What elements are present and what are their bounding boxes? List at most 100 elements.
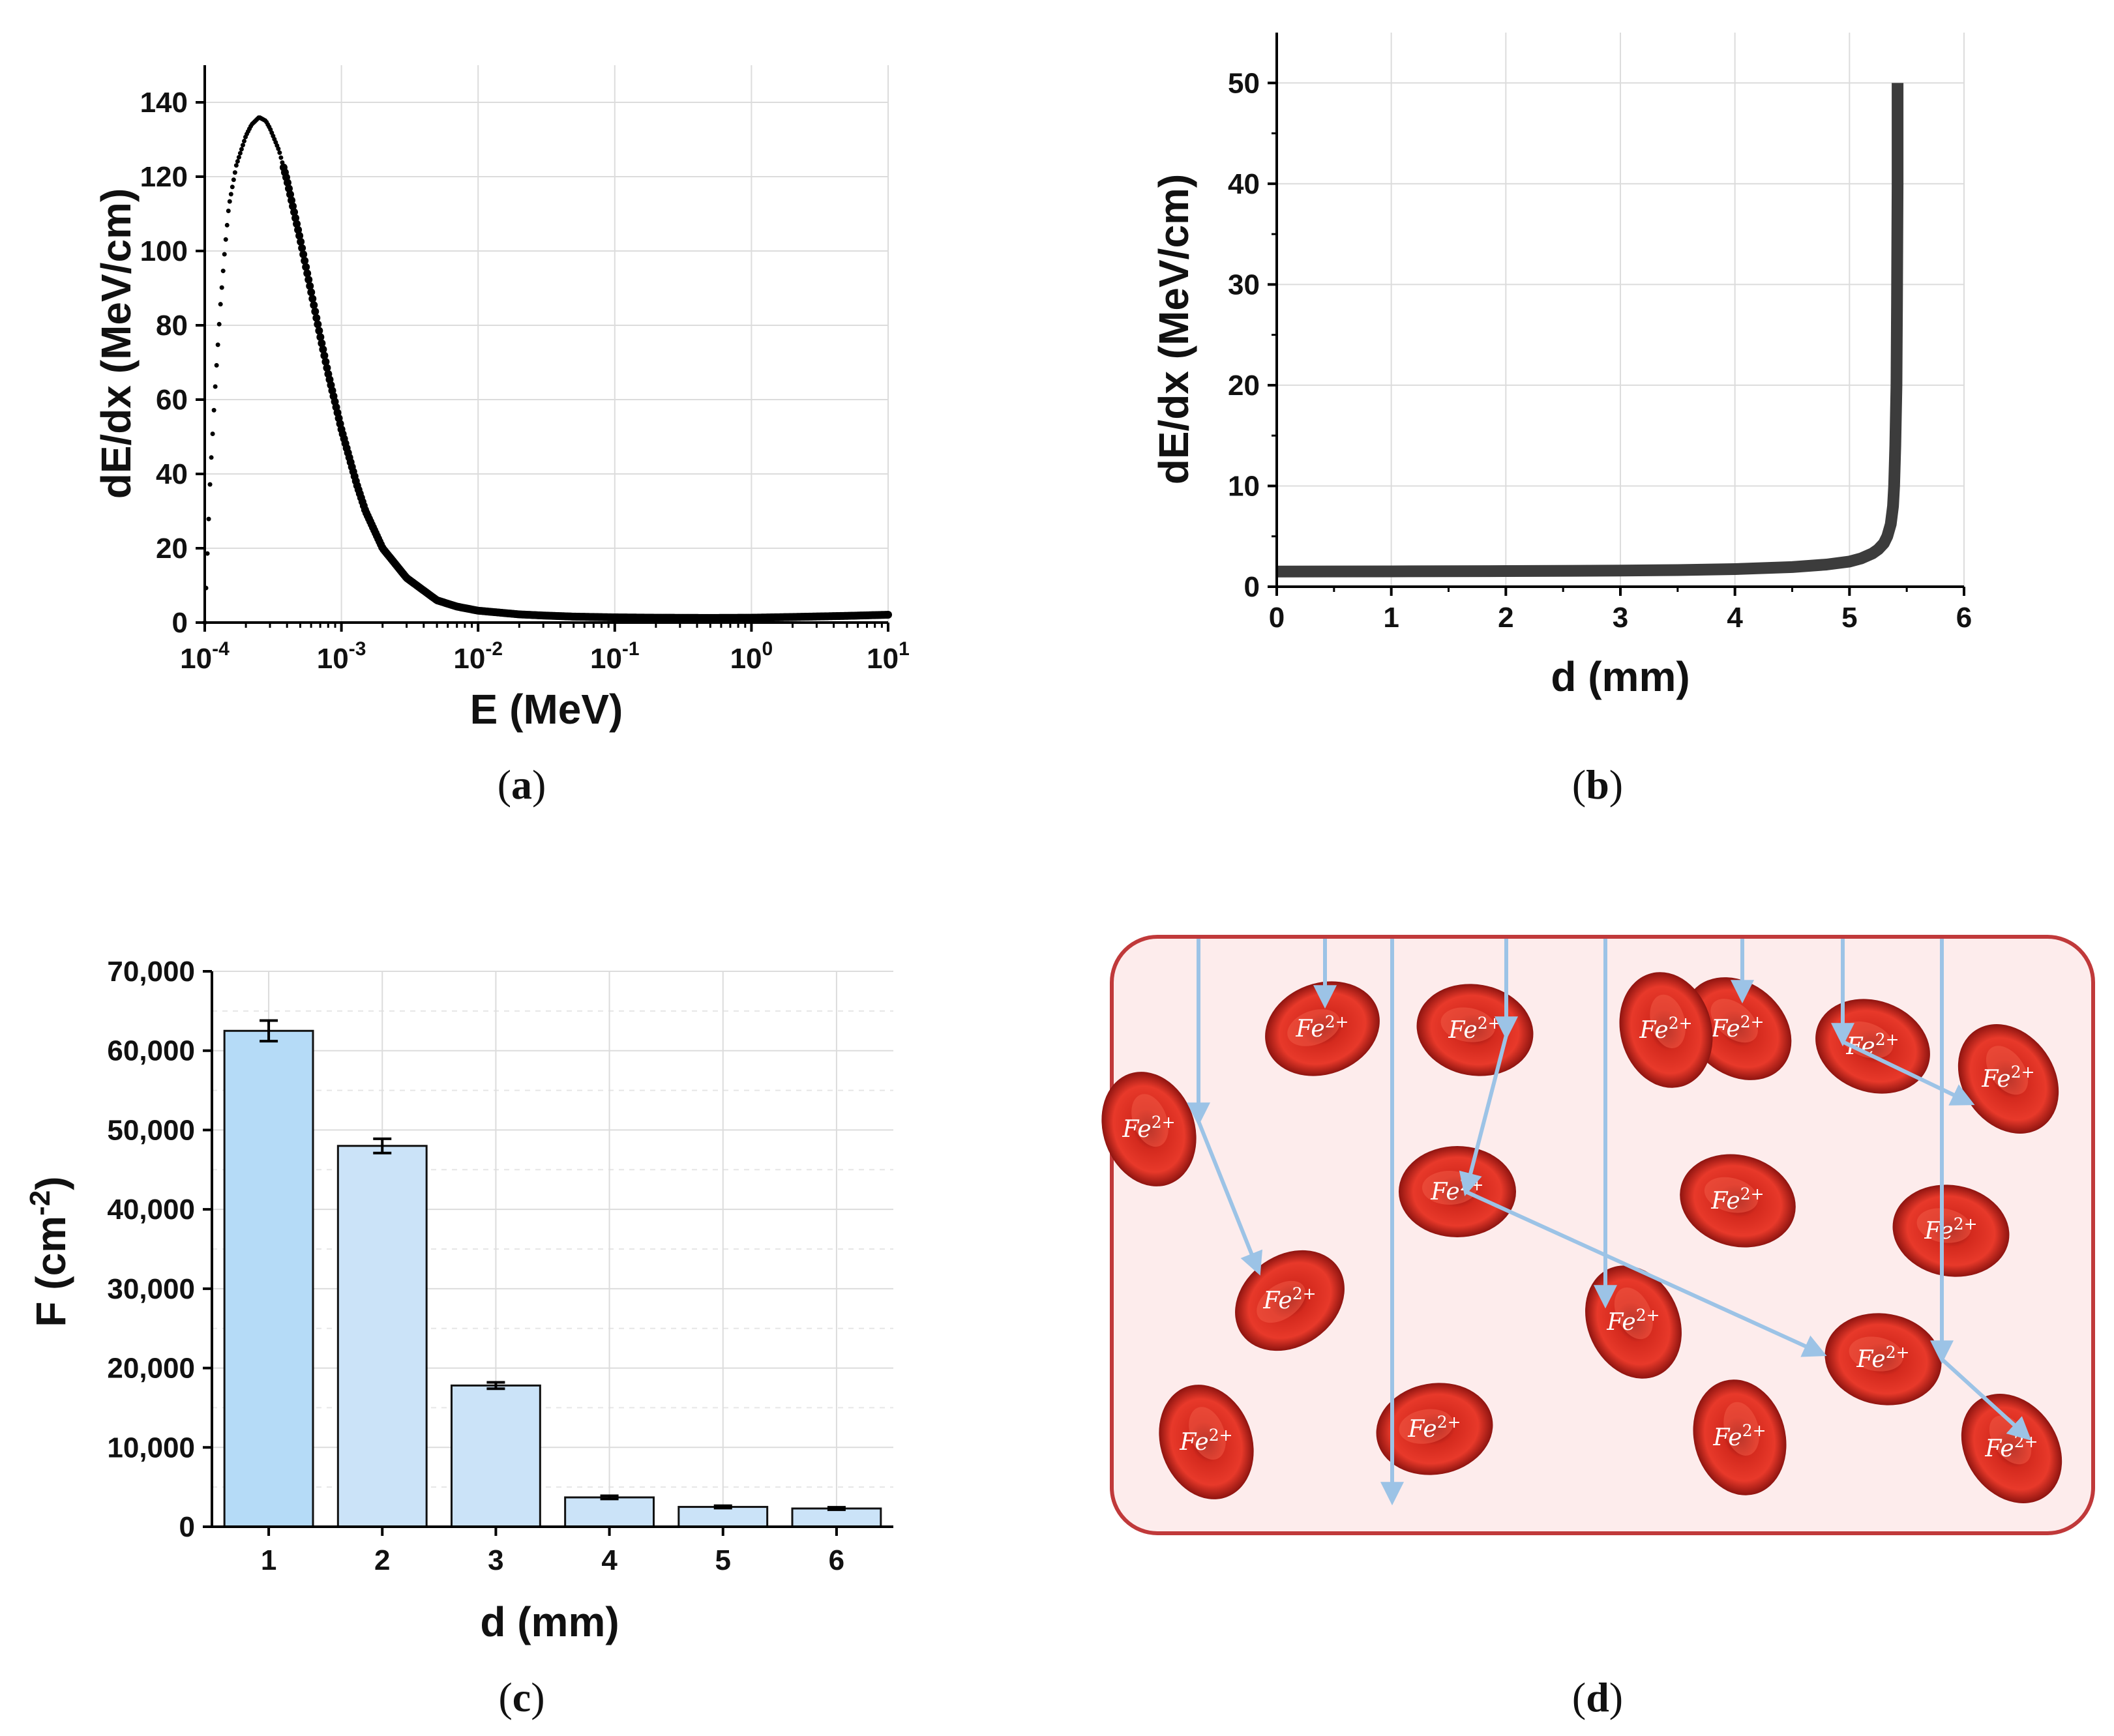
red-blood-cell-highlight [1704,1177,1759,1213]
panel-a-data-point [283,179,291,187]
panel-a-x-tick-label: 10-4 [180,638,230,675]
panel-a-y-tick-label: 40 [156,458,188,490]
panel-a-grid [205,65,889,623]
panel-c-x-ticks: 1 2 3 4 5 6 [261,1527,844,1576]
panel-c-y-tick-label: 10,000 [107,1432,195,1464]
panel-a-data-point [232,170,237,175]
panel-b-caption: (b) [1572,761,1623,808]
panel-c-y-tick-label: 20,000 [107,1353,195,1385]
panel-a-x-axis-label: E (MeV) [470,686,623,733]
red-blood-cell-highlight [1440,1007,1495,1042]
panel-a-data-point [308,295,317,303]
panel-b-grid [1277,33,1965,587]
panel-a-x-tick-label: 101 [867,638,910,675]
fe-ion-charge: 2+ [1740,1184,1764,1203]
panel-d-caption-letter: d [1586,1674,1609,1720]
fe-ion-element: Fe [1407,1416,1437,1443]
panel-b-y-tick-label: 50 [1228,67,1260,99]
panel-c-bar [677,1506,769,1528]
panel-a-data-point [314,320,322,329]
panel-a-x-tick-exp: 1 [899,638,910,660]
panel-c-caption-letter: c [513,1674,531,1720]
panel-a-data-point [311,307,320,316]
panel-a-data-point [884,611,892,619]
particle-track-arrow [1841,1040,1975,1106]
panel-a-data-point [231,177,236,183]
panel-c-bar [450,1384,541,1528]
red-blood-cell: Fe2+ [1693,1379,1787,1495]
fe-ion-label: Fe2+ [1639,1014,1692,1044]
fe-ion-element: Fe [1639,1017,1668,1044]
fe-ion-charge: 2+ [1886,1343,1910,1362]
panel-a-data-points [202,115,892,625]
panel-a-data-point [211,407,216,413]
fe-ion-charge: 2+ [1742,1421,1766,1440]
fe-ion-element: Fe [1179,1429,1208,1456]
panel-b-x-tick-label: 6 [1956,602,1972,634]
red-blood-cell: Fe2+ [1235,1250,1345,1351]
panel-c-grid [212,971,893,1527]
panel-a-x-tick-base: 10 [453,643,485,675]
red-blood-cell: Fe2+ [1101,1072,1197,1186]
panel-a-x-tick-exp: -3 [349,638,366,660]
panel-a-data-point [228,192,233,197]
panel-a-y-tick-label: 100 [140,235,188,267]
panel-b-x-tick-label: 0 [1269,602,1285,634]
panel-a-data-point [220,269,226,274]
panel-b-x-tick-label: 5 [1841,602,1857,634]
panel-c-y-label-main: F (cm [27,1216,74,1327]
panel-a-data-point [206,516,211,522]
panel-a-data-point [321,357,330,366]
fe-ion-element: Fe [1122,1116,1151,1143]
panel-a-data-point [303,269,312,278]
panel-b-y-tick-label: 30 [1228,269,1260,301]
fe-ion-label: Fe2+ [1712,1421,1766,1451]
panel-a-data-point [293,220,301,228]
fe-ion-charge: 2+ [1478,1014,1502,1033]
panel-b-x-tick-label: 1 [1383,602,1399,634]
panel-b-y-ticks: 0 10 20 30 40 50 [1228,67,1277,603]
panel-a-axes [203,65,888,624]
fe-ion-charge: 2+ [1152,1113,1176,1132]
red-blood-cell-highlight [1287,1009,1341,1046]
panel-a-x-tick-exp: -1 [622,638,640,660]
panel-a-data-point [209,455,214,460]
panel-c-y-label-sup: -2 [24,1190,56,1216]
red-blood-cell-highlight [1710,999,1758,1043]
panel-a-data-point [310,301,318,310]
panel-c-x-tick-label: 5 [715,1544,731,1576]
panel-a-y-tick-label: 20 [156,533,188,565]
red-blood-cell-highlight [1916,1208,1971,1243]
fe-ion-charge: 2+ [1460,1175,1484,1194]
panel-a-data-point [307,288,316,297]
panel-c-bar [564,1496,655,1528]
panel-a-data-point [218,302,223,307]
panel-a-data-point [210,432,215,437]
fe-ion-label: Fe2+ [1924,1214,1977,1244]
panel-a-x-ticks: 10-4 10-3 10-2 10-1 100 101 [180,623,910,675]
red-blood-cell-highlight [1723,1402,1760,1456]
panel-c-x-tick-label: 4 [601,1544,618,1576]
panel-a-data-point [286,190,294,199]
panel-c-y-axis-label: F (cm-2) [24,1176,74,1327]
panel-a-y-tick-label: 60 [156,384,188,416]
panel-a-data-point [297,237,305,246]
panel-a-x-tick-base: 10 [180,643,212,675]
panel-c-axes [211,971,893,1528]
panel-a-data-point [320,351,329,360]
fe-ion-charge: 2+ [1740,1012,1764,1031]
fe-ion-element: Fe [1984,1435,2014,1462]
panel-a-data-point [233,163,239,168]
fe-ion-charge: 2+ [1437,1413,1461,1432]
panel-c-bar [223,1029,314,1528]
panel-a-data-point [278,155,284,160]
fe-ion-charge: 2+ [1209,1426,1233,1445]
panel-a-y-tick-label: 140 [140,87,188,119]
fe-ion-element: Fe [1262,1287,1292,1314]
panel-a-data-point [207,482,213,487]
panel-c-bar [336,1145,428,1528]
red-blood-cells: Fe2+ Fe2+ Fe2+Fe2+Fe2+Fe2+Fe2+Fe2+Fe2+Fe2+… [1101,972,2062,1503]
fe-ion-element: Fe [1448,1017,1477,1044]
panel-b-x-tick-label: 3 [1613,602,1628,634]
